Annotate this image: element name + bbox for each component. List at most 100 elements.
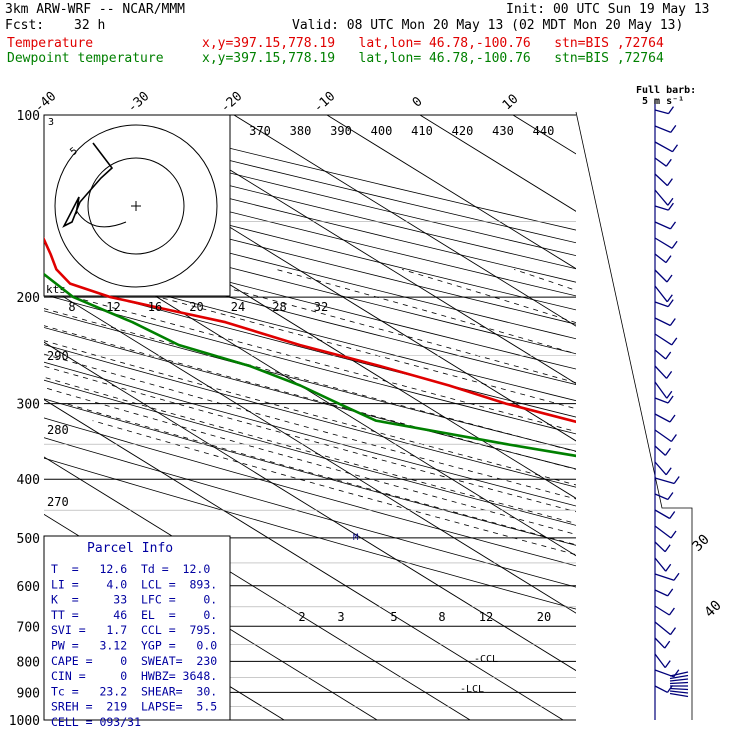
barb-shaft xyxy=(654,557,667,572)
hodograph-ring-inner xyxy=(87,157,185,255)
wind-barb xyxy=(654,395,674,404)
barb-shaft xyxy=(669,678,689,682)
temperature-legend: Temperature xyxy=(7,36,94,51)
barb-shaft xyxy=(669,681,689,685)
parcel-row: LI = 4.0 LCL = 893. xyxy=(51,577,217,591)
barb-flag xyxy=(665,563,672,572)
barb-flag xyxy=(666,274,673,283)
barb-shaft xyxy=(654,541,666,553)
mixing-ratio-label: 5 xyxy=(390,610,397,624)
dewpoint-legend: Dewpoint temperature xyxy=(7,51,164,66)
barb-flag xyxy=(671,144,679,153)
wind-barb xyxy=(654,653,671,668)
theta-side-label: 270 xyxy=(47,495,69,509)
isotherm xyxy=(44,456,471,720)
wind-barb xyxy=(654,509,676,520)
temperature-trace xyxy=(44,237,576,424)
m-marker: M xyxy=(353,533,359,543)
barb-flag xyxy=(671,240,678,249)
wind-barb xyxy=(654,189,674,206)
barb-flag xyxy=(670,434,677,442)
wind-barb-panel: Full barb: 5 m s⁻¹ 30 40 xyxy=(575,85,725,720)
barb-legend-value: 5 m s⁻¹ xyxy=(642,96,684,107)
parcel-row: Tc = 23.2 SHEAR= 30. xyxy=(51,684,217,698)
theta-side-label: 290 xyxy=(47,349,69,363)
wind-barb xyxy=(669,681,689,685)
parcel-row: PW = 3.12 YGP = 0.0 xyxy=(51,639,217,653)
isotach-label: 28 xyxy=(272,300,286,314)
isotherm xyxy=(44,399,564,720)
wind-barb xyxy=(654,253,672,264)
barb-shaft xyxy=(654,605,670,616)
wind-barb xyxy=(654,269,673,283)
isotach-label: 24 xyxy=(231,300,245,314)
barb-flag xyxy=(667,492,674,500)
barb-shaft xyxy=(669,690,689,694)
hodograph-ring-outer xyxy=(54,124,218,288)
barb-shaft xyxy=(654,141,673,153)
barb-shaft xyxy=(654,509,671,520)
hodograph-trace xyxy=(62,142,114,228)
wind-barb xyxy=(654,413,676,423)
barb-flag xyxy=(667,202,674,211)
wind-barb xyxy=(654,525,677,539)
barb-flag xyxy=(666,390,673,399)
barb-flag xyxy=(666,178,673,186)
barb-shaft xyxy=(654,189,669,206)
wind-barb xyxy=(654,125,677,134)
pressure-label: 600 xyxy=(17,580,40,595)
parcel-row: TT = 46 EL = 0. xyxy=(51,608,217,622)
wind-barb xyxy=(654,173,673,187)
barb-shaft xyxy=(654,493,669,501)
isotherm xyxy=(44,226,576,557)
wind-barb xyxy=(669,674,689,680)
isotherm-label: -20 xyxy=(218,89,245,116)
pressure-label: 1000 xyxy=(9,714,40,729)
barb-flag xyxy=(669,414,676,423)
barb-shaft xyxy=(654,157,667,167)
wind-barb xyxy=(669,687,689,691)
barb-shaft xyxy=(654,109,669,115)
barb-shaft xyxy=(654,317,671,327)
pressure-label: 800 xyxy=(17,655,40,670)
barb-shaft xyxy=(654,125,672,134)
theta-side-label: 280 xyxy=(47,423,69,437)
barb-shaft xyxy=(654,301,669,308)
wind-barb xyxy=(654,637,671,649)
wind-barb xyxy=(654,572,680,581)
parcel-row: CAPE = 0 SWEAT= 230 xyxy=(51,654,217,668)
barb-shaft xyxy=(654,365,668,379)
barb-flag xyxy=(667,395,674,404)
barb-shaft xyxy=(654,397,669,404)
dewpoint-trace xyxy=(44,272,576,458)
barb-flag xyxy=(669,627,677,635)
isotherm xyxy=(140,115,576,385)
sounding-traces xyxy=(44,237,576,458)
isotach-label: 32 xyxy=(314,300,328,314)
wind-barb xyxy=(654,299,674,308)
barb-flag xyxy=(669,511,676,519)
barb-shaft xyxy=(654,637,666,649)
theta-label: 440 xyxy=(533,124,555,138)
wind-barb xyxy=(654,461,672,476)
barb-shaft xyxy=(654,173,668,187)
barb-shaft xyxy=(654,285,668,303)
init-time: Init: 00 UTC Sun 19 May 13 xyxy=(506,2,710,17)
theta-label: 410 xyxy=(411,124,433,138)
isotherm xyxy=(699,115,740,720)
wind-barb xyxy=(669,671,689,677)
parcel-row: SVI = 1.7 CCL = 795. xyxy=(51,623,217,637)
theta-label: 380 xyxy=(290,124,312,138)
wind-barb xyxy=(654,157,672,167)
barb-flag xyxy=(671,337,678,346)
isotach-label: 16 xyxy=(148,300,162,314)
temperature-station-info: x,y=397.15,778.19 lat,lon= 46.78,-100.76… xyxy=(202,36,664,51)
barb-shaft xyxy=(654,525,672,539)
parcel-info-title: Parcel Info xyxy=(87,541,173,556)
wind-barb xyxy=(654,445,671,456)
wind-barb xyxy=(654,492,674,501)
barb-flag xyxy=(669,221,677,230)
barb-shaft xyxy=(654,461,667,476)
mixing-ratio-label: 8 xyxy=(438,610,445,624)
barb-flag xyxy=(673,572,680,581)
